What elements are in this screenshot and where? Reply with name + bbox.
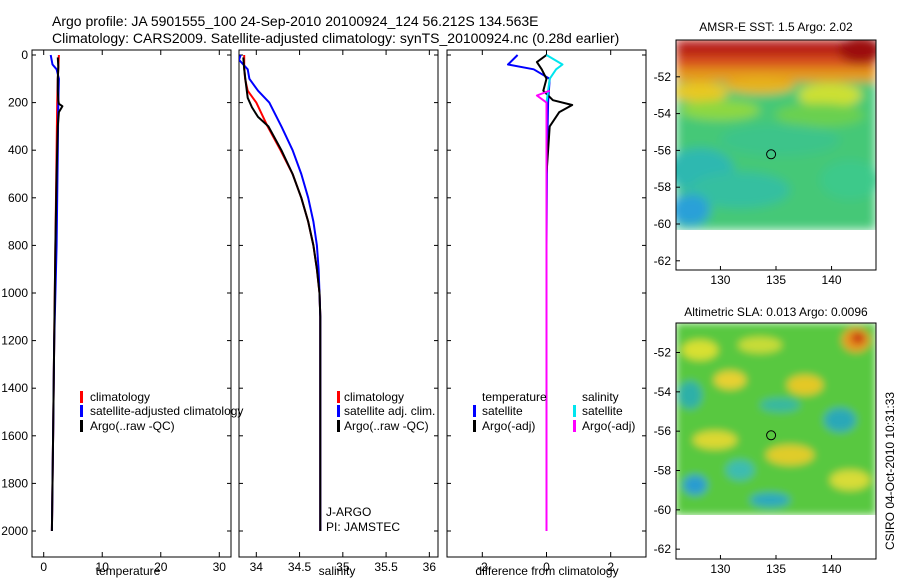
sst-heatmap — [676, 40, 876, 230]
series-line-argo-raw-qc- — [242, 57, 322, 531]
legend-swatch-temp-argo — [473, 420, 476, 432]
map-x-tick-label: 130 — [710, 273, 730, 287]
map-x-tick-label: 140 — [822, 562, 842, 576]
y-tick-label: 1600 — [1, 429, 28, 443]
salinity-xlabel: salinity — [319, 564, 356, 578]
legend-swatch-climatology — [337, 391, 340, 403]
map-y-tick-label: -52 — [654, 346, 672, 360]
map-y-tick-label: -56 — [654, 424, 672, 438]
temperature-series — [49, 54, 64, 532]
y-tick-label: 0 — [21, 48, 28, 62]
legend-swatch-sal-argo — [573, 420, 576, 432]
map-x-tick-label: 135 — [766, 273, 786, 287]
legend-label-climatology: climatology — [90, 390, 150, 404]
map-x-tick-label: 135 — [766, 562, 786, 576]
legend-head-salinity: salinity — [582, 390, 619, 404]
x-tick-label: 36 — [423, 560, 437, 574]
temperature-xlabel: temperature — [96, 564, 161, 578]
legend-label-climatology: climatology — [344, 390, 404, 404]
annotation-program: J-ARGO — [326, 505, 371, 519]
y-tick-label: 2000 — [1, 524, 28, 538]
map-y-tick-label: -56 — [654, 143, 672, 157]
sla-float-marker — [766, 430, 777, 441]
sla-heatmap — [676, 323, 876, 515]
legend-swatch-temp-satellite — [473, 405, 476, 417]
y-tick-label: 600 — [8, 191, 28, 205]
series-line-argo-raw-qc- — [50, 57, 64, 532]
difference-xlabel: difference from climatology — [475, 564, 618, 578]
x-tick-label: 30 — [213, 560, 227, 574]
y-tick-label: 1200 — [1, 334, 28, 348]
salinity-legend: climatology satellite adj. clim. Argo(..… — [337, 390, 435, 433]
credit-timestamp: CSIRO 04-Oct-2010 10:31:33 — [883, 391, 897, 550]
legend-swatch-climatology — [80, 391, 83, 403]
series-line-temperature-argo-adj- — [535, 54, 574, 531]
map-y-tick-label: -52 — [654, 70, 672, 84]
legend-label-temp-satellite: satellite — [482, 404, 523, 418]
y-tick-label: 1400 — [1, 381, 28, 395]
y-tick-label: 1000 — [1, 286, 28, 300]
legend-swatch-argo — [80, 420, 83, 432]
series-line-temperature-satellite — [507, 54, 551, 531]
x-tick-label: -2 — [477, 560, 488, 574]
map-y-tick-label: -62 — [654, 542, 672, 556]
legend-swatch-sal-satellite — [573, 405, 576, 417]
legend-label-satellite: satellite-adjusted climatology — [90, 404, 243, 418]
map-y-tick-label: -58 — [654, 464, 672, 478]
series-line-salinity-argo-adj- — [535, 89, 551, 531]
x-tick-label: 2 — [607, 560, 614, 574]
figure-title: Argo profile: JA 5901555_100 24-Sep-2010… — [52, 13, 539, 29]
map-y-tick-label: -62 — [654, 254, 672, 268]
legend-head-temperature: temperature — [482, 390, 547, 404]
salinity-series — [239, 54, 322, 531]
legend-label-satellite: satellite adj. clim. — [344, 404, 435, 418]
legend-label-sal-argo: Argo(-adj) — [582, 419, 635, 433]
figure-subtitle: Climatology: CARS2009. Satellite-adjuste… — [52, 30, 620, 46]
x-tick-label: 20 — [154, 560, 168, 574]
legend-label-argo: Argo(..raw -QC) — [344, 419, 429, 433]
temperature-axis-ticks: 0 10 20 30 0 200 400 600 800 1000 1200 1400 1600 1800… — [1, 48, 231, 574]
legend-label-temp-argo: Argo(-adj) — [482, 419, 535, 433]
x-tick-label: 0 — [543, 560, 550, 574]
map-y-tick-label: -60 — [654, 503, 672, 517]
difference-axis-ticks: -2 0 2 — [447, 50, 646, 574]
salinity-panel-frame — [238, 49, 439, 558]
temperature-legend: climatology satellite-adjusted climatolo… — [80, 390, 243, 433]
sst-map-title: AMSR-E SST: 1.5 Argo: 2.02 — [699, 20, 853, 34]
x-tick-label: 35 — [336, 560, 350, 574]
sst-map-ticks: 130 135 140 -52 -54 -56 -58 -60 -62 — [654, 70, 842, 287]
map-y-tick-label: -58 — [654, 180, 672, 194]
x-tick-label: 34 — [250, 560, 264, 574]
legend-label-sal-satellite: satellite — [582, 404, 623, 418]
x-tick-label: 34.5 — [288, 560, 312, 574]
legend-swatch-satellite — [80, 405, 83, 417]
annotation-pi: PI: JAMSTEC — [326, 520, 400, 534]
y-tick-label: 800 — [8, 238, 28, 252]
x-tick-label: 35.5 — [374, 560, 398, 574]
map-y-tick-label: -54 — [654, 107, 672, 121]
salinity-axis-ticks: 34 34.5 35 35.5 36 — [239, 50, 438, 574]
map-y-tick-label: -54 — [654, 385, 672, 399]
legend-swatch-argo — [337, 420, 340, 432]
y-tick-label: 400 — [8, 143, 28, 157]
difference-series — [507, 54, 574, 531]
legend-label-argo: Argo(..raw -QC) — [90, 419, 175, 433]
x-tick-label: 0 — [40, 560, 47, 574]
series-line-satellite-adj-clim- — [239, 54, 322, 531]
legend-swatch-satellite — [337, 405, 340, 417]
map-y-tick-label: -60 — [654, 217, 672, 231]
map-x-tick-label: 140 — [822, 273, 842, 287]
sla-map-title: Altimetric SLA: 0.013 Argo: 0.0096 — [684, 305, 868, 319]
temperature-panel-frame — [31, 49, 232, 558]
map-x-tick-label: 130 — [710, 562, 730, 576]
difference-legend: temperature satellite Argo(-adj) salinit… — [473, 390, 635, 433]
x-tick-label: 10 — [96, 560, 110, 574]
y-tick-label: 1800 — [1, 476, 28, 490]
y-tick-label: 200 — [8, 96, 28, 110]
sla-map-ticks: 130 135 140 -52 -54 -56 -58 -60 -62 — [654, 346, 842, 577]
sst-float-marker — [766, 149, 777, 160]
